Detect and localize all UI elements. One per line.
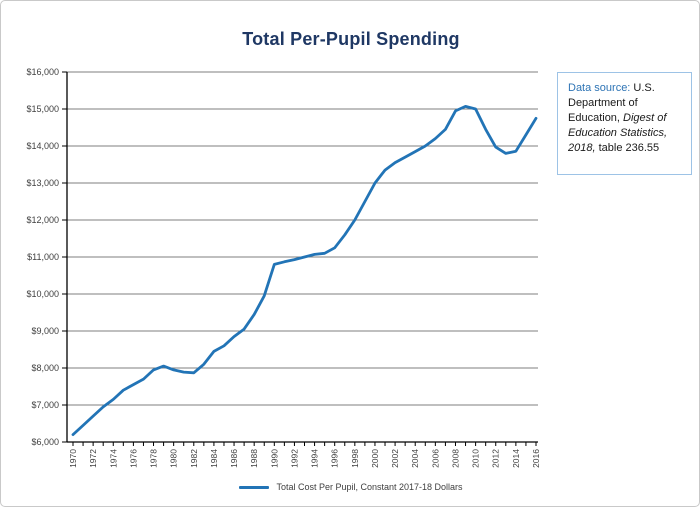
x-tick-label: 1980 — [169, 449, 179, 468]
y-tick-label: $13,000 — [26, 178, 59, 188]
x-tick-label: 2012 — [491, 449, 501, 468]
legend-label: Total Cost Per Pupil, Constant 2017-18 D… — [276, 482, 463, 492]
x-tick-label: 1976 — [128, 449, 138, 468]
y-tick-label: $9,000 — [31, 326, 59, 336]
x-tick-label: 1994 — [310, 449, 320, 468]
x-tick-label: 2014 — [511, 449, 521, 468]
legend-line-swatch — [239, 485, 270, 489]
y-tick-label: $10,000 — [26, 289, 59, 299]
x-tick-label: 1982 — [189, 449, 199, 468]
x-tick-label: 1978 — [149, 449, 159, 468]
x-tick-label: 2000 — [370, 449, 380, 468]
data-source-label: Data source: — [568, 82, 631, 94]
x-tick-label: 1992 — [289, 449, 299, 468]
x-tick-label: 2006 — [430, 449, 440, 468]
x-tick-label: 2010 — [471, 449, 481, 468]
chart-title: Total Per-Pupil Spending — [242, 29, 460, 49]
x-tick-label: 1998 — [350, 449, 360, 468]
spending-line — [71, 105, 538, 437]
x-tick-label: 1990 — [269, 449, 279, 468]
x-tick-label: 1986 — [229, 449, 239, 468]
x-tick-label: 1974 — [108, 449, 118, 468]
y-tick-label: $11,000 — [27, 252, 59, 262]
x-tick-label: 2008 — [450, 449, 460, 468]
x-tick-label: 1970 — [68, 449, 78, 468]
x-tick-label: 1972 — [88, 449, 98, 468]
x-tick-label: 1984 — [209, 449, 219, 468]
y-tick-label: $7,000 — [31, 400, 59, 410]
y-tick-label: $12,000 — [26, 215, 59, 225]
y-tick-label: $8,000 — [31, 363, 59, 373]
x-tick-label: 1988 — [249, 449, 259, 468]
x-tick-label: 1996 — [330, 449, 340, 468]
x-tick-label: 2004 — [410, 449, 420, 468]
data-source-box: Data source: U.S. Department of Educatio… — [557, 72, 692, 175]
y-tick-label: $16,000 — [26, 67, 59, 77]
data-source-text-end: table 236.55 — [595, 142, 660, 154]
data-source-italic: Digest of Education Statistics, 2018, — [568, 112, 668, 154]
y-tick-label: $6,000 — [31, 437, 59, 447]
y-tick-label: $15,000 — [26, 104, 59, 114]
data-source-text: U.S. Department of Education, — [568, 82, 655, 124]
y-tick-label: $14,000 — [26, 141, 59, 151]
x-tick-label: 2016 — [531, 449, 541, 468]
legend: Total Cost Per Pupil, Constant 2017-18 D… — [1, 482, 699, 492]
x-tick-label: 2002 — [390, 449, 400, 468]
